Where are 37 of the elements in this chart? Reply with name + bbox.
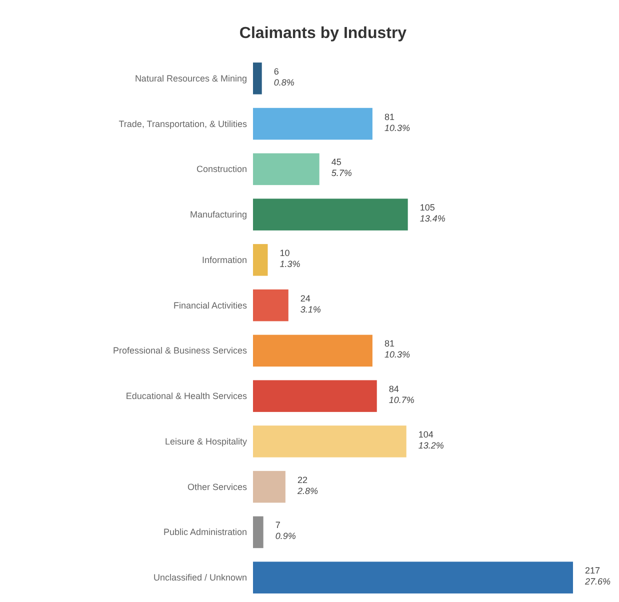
y-tick-label: Financial Activities — [173, 300, 248, 310]
data-label: 10 1.3% — [280, 248, 300, 269]
data-label: 45 5.7% — [331, 157, 352, 178]
data-label: 24 3.1% — [300, 293, 321, 314]
y-tick-label: Manufacturing — [190, 210, 247, 220]
bar — [253, 108, 372, 140]
data-label: 217 27.6% — [584, 566, 611, 587]
y-tick-label: Construction — [196, 164, 247, 174]
y-tick-label: Other Services — [187, 482, 248, 492]
y-tick-label: Trade, Transportation, & Utilities — [118, 118, 248, 129]
chart-title: Claimants by Industry — [239, 25, 407, 42]
bar — [253, 62, 262, 94]
data-label: 6 0.8% — [274, 66, 294, 88]
y-tick-label: Professional & Business Services — [112, 346, 248, 356]
data-label: 81 10.3% — [384, 338, 410, 360]
data-label: 84 10.7% — [388, 384, 414, 406]
data-label: 105 13.4% — [420, 202, 446, 224]
y-tick-label: Unclassified / Unknown — [153, 572, 247, 583]
y-tick-label: Natural Resources & Mining — [134, 73, 247, 84]
y-tick-label: Leisure & Hospitality — [164, 436, 248, 446]
bar — [253, 562, 573, 594]
bar — [253, 426, 406, 458]
bar — [253, 470, 286, 503]
bar — [253, 153, 320, 186]
bar — [253, 289, 288, 322]
data-label: 104 13.2% — [418, 429, 444, 450]
bar — [253, 380, 377, 412]
data-label: 22 2.8% — [296, 474, 318, 496]
data-label: 7 0.9% — [275, 520, 296, 542]
bar — [253, 334, 372, 367]
y-tick-label: Public Administration — [163, 527, 247, 538]
bar — [253, 244, 268, 276]
bar — [253, 516, 264, 548]
y-tick-label: Information — [202, 254, 247, 265]
bar — [253, 198, 408, 230]
data-label: 81 10.3% — [384, 112, 410, 133]
y-tick-label: Educational & Health Services — [126, 391, 248, 402]
